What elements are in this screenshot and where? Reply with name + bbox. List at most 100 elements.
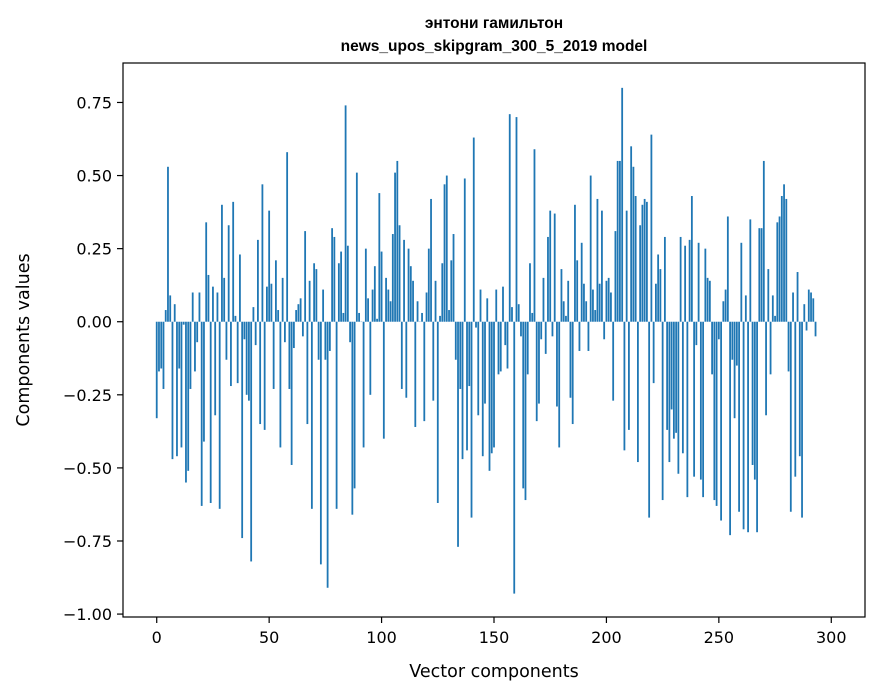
bar (506, 321, 509, 369)
bar (436, 321, 439, 503)
bar (232, 201, 235, 322)
bar (481, 321, 484, 457)
bar (342, 312, 345, 322)
bar (747, 321, 749, 533)
bar (769, 321, 772, 375)
bar (328, 321, 331, 351)
bar (164, 310, 167, 322)
bar (254, 321, 257, 346)
bar (657, 254, 660, 322)
bar (423, 321, 426, 422)
bar (490, 321, 493, 454)
bar (587, 321, 590, 351)
bar (807, 289, 810, 322)
bar (524, 321, 527, 501)
bar (684, 245, 687, 322)
bar (387, 289, 390, 322)
bar (340, 251, 343, 322)
bar (310, 321, 313, 509)
bar (742, 321, 745, 530)
bar (227, 225, 230, 322)
bar (598, 283, 601, 322)
bar (448, 310, 450, 322)
bar (283, 321, 286, 343)
bar (421, 312, 423, 322)
bar (270, 283, 273, 322)
bar (479, 289, 482, 322)
bar (187, 321, 190, 471)
bar (744, 295, 747, 322)
bar (569, 321, 572, 398)
bar (216, 292, 219, 322)
bar (724, 289, 727, 322)
bar (470, 321, 473, 518)
bar (756, 321, 758, 533)
y-axis-label: Components values (14, 253, 34, 426)
bar (571, 321, 574, 425)
bar (708, 280, 711, 322)
bar (585, 301, 588, 322)
bar (812, 298, 815, 322)
bar (477, 321, 480, 416)
bar (549, 210, 552, 322)
bar (663, 236, 666, 322)
bar (517, 304, 520, 322)
bar (778, 216, 781, 322)
bar (218, 321, 221, 509)
bar (688, 239, 691, 322)
bar (619, 160, 621, 322)
bar (740, 242, 743, 322)
bar (441, 263, 444, 322)
bar (176, 321, 178, 457)
bar (439, 315, 441, 322)
y-tick-label: −0.75 (63, 532, 112, 551)
bar (394, 172, 396, 322)
bar (553, 213, 556, 322)
bar (416, 301, 419, 322)
bar (317, 321, 320, 360)
x-axis-ticks: 0 50 100 150 200 250 300 (152, 617, 847, 647)
bar (301, 321, 304, 337)
bar (731, 321, 734, 360)
bar (167, 166, 169, 322)
bar (308, 280, 311, 322)
bar (454, 321, 457, 360)
bar (272, 321, 275, 389)
bar (713, 321, 716, 501)
bar (560, 269, 563, 322)
bar (196, 321, 199, 343)
bar (749, 219, 752, 322)
bar (346, 245, 349, 322)
bar (738, 321, 740, 512)
bar (634, 196, 637, 322)
bar (628, 321, 630, 430)
bar (787, 321, 790, 372)
bar (407, 248, 410, 322)
bar (180, 321, 183, 448)
bar (315, 269, 318, 322)
bar (412, 280, 414, 322)
bar (596, 198, 599, 322)
bar (605, 280, 608, 322)
bar (162, 321, 165, 389)
plot-frame (122, 62, 866, 618)
bar (191, 292, 194, 322)
bar (403, 239, 405, 322)
bar (616, 160, 619, 322)
bar (578, 321, 581, 351)
bar (681, 321, 684, 454)
bar (398, 225, 401, 322)
bar (450, 260, 453, 322)
bar (326, 321, 329, 588)
bar (504, 321, 507, 346)
bar (371, 289, 374, 322)
x-tick-label: 250 (704, 628, 735, 647)
bar (520, 321, 522, 337)
bar (720, 321, 722, 521)
y-tick-label: −0.50 (63, 459, 112, 478)
bar (286, 152, 289, 322)
bar (565, 315, 567, 322)
bar (735, 321, 738, 366)
bar (250, 321, 253, 562)
bar (333, 236, 336, 322)
